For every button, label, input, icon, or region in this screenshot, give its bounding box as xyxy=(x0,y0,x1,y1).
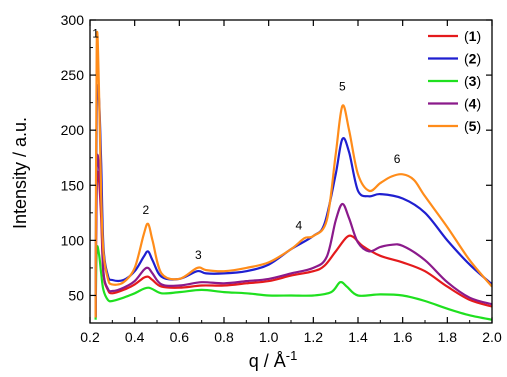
y-axis-title: Intensity / a.u. xyxy=(10,117,30,229)
y-tick-label: 50 xyxy=(68,287,84,303)
peak-label-2: 2 xyxy=(142,203,149,217)
x-tick-label: 1.8 xyxy=(438,329,458,345)
peak-label-5: 5 xyxy=(339,80,346,94)
peak-label-4: 4 xyxy=(295,218,302,232)
legend-label-1: (1) xyxy=(464,28,481,44)
series-layer xyxy=(94,30,492,321)
peak-label-1: 1 xyxy=(92,27,99,41)
x-tick-label: 0.6 xyxy=(170,329,190,345)
y-tick-label: 150 xyxy=(61,177,85,193)
x-tick-label: 2.0 xyxy=(482,329,502,345)
legend: (1) (2) (3) (4) (5) xyxy=(428,28,481,134)
legend-label-4: (4) xyxy=(464,96,481,112)
legend-label-5: (5) xyxy=(464,118,481,134)
axes-layer: 0.2 0.4 0.6 0.8 1.0 1.2 1.4 1.6 1.8 2.0 50 100 150 20… xyxy=(61,12,502,345)
legend-label-2: (2) xyxy=(464,51,481,67)
x-tick-label: 0.4 xyxy=(125,329,145,345)
x-axis-title: q / Å-1 xyxy=(249,348,298,371)
x-axis-title-exponent: -1 xyxy=(286,348,298,363)
x-axis-title-base: q / Å xyxy=(249,351,286,371)
series-line-5 xyxy=(94,30,492,318)
y-tick-label: 100 xyxy=(61,232,85,248)
peak-label-3: 3 xyxy=(195,248,202,262)
y-tick-label: 250 xyxy=(61,67,85,83)
legend-label-3: (3) xyxy=(464,73,481,89)
x-tick-label: 1.0 xyxy=(259,329,279,345)
x-tick-label: 1.6 xyxy=(393,329,413,345)
x-tick-label: 1.4 xyxy=(348,329,368,345)
x-tick-label: 1.2 xyxy=(304,329,324,345)
annotation-layer: 1 2 3 4 5 6 xyxy=(92,27,401,262)
x-tick-label: 0.8 xyxy=(214,329,234,345)
series-line-3 xyxy=(94,245,492,321)
y-tick-label: 300 xyxy=(61,12,85,28)
y-tick-label: 200 xyxy=(61,122,85,138)
peak-label-6: 6 xyxy=(394,152,401,166)
x-tick-label: 0.2 xyxy=(80,329,100,345)
series-line-4 xyxy=(94,153,492,318)
